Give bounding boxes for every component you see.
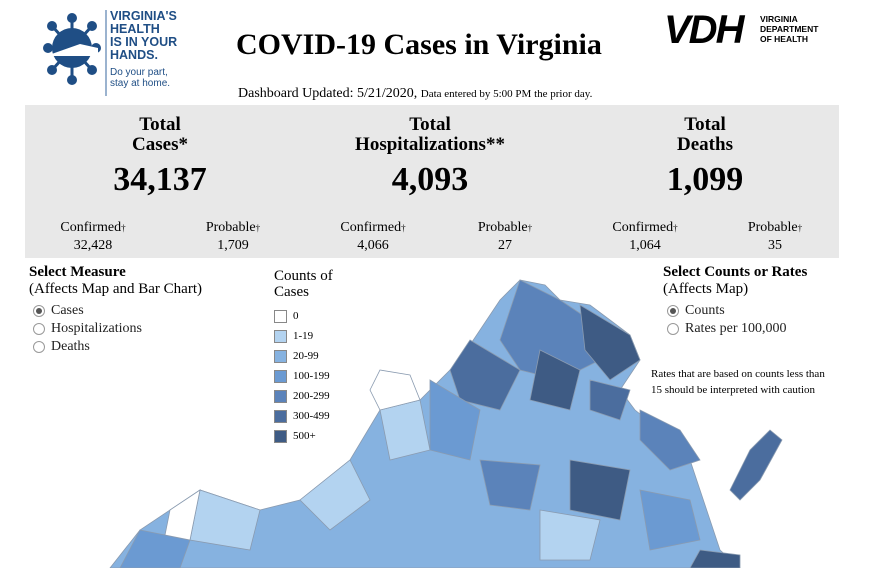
radio-icon[interactable] — [33, 305, 45, 317]
radio-deaths[interactable]: Deaths — [33, 338, 202, 356]
legend-label: 300-499 — [293, 410, 330, 422]
legend-label: 500+ — [293, 430, 316, 442]
select-counts-rates: Select Counts or Rates (Affects Map) Cou… — [663, 264, 808, 338]
legend-label: 100-199 — [293, 370, 330, 382]
legend-label: 1-19 — [293, 330, 314, 342]
logo-subtext: Do your part, stay at home. — [110, 67, 171, 89]
radio-icon[interactable] — [33, 341, 45, 353]
legend-swatch — [274, 409, 287, 423]
legend-swatch — [274, 329, 287, 343]
radio-counts[interactable]: Counts — [667, 302, 807, 320]
radio-hospitalizations[interactable]: Hospitalizations — [33, 320, 202, 338]
legend-item: 200-299 — [274, 386, 333, 406]
radio-icon[interactable] — [667, 305, 679, 317]
vdh-logo: VDH VIRGINIA DEPARTMENT OF HEALTH — [664, 8, 819, 52]
legend-swatch — [274, 349, 287, 363]
legend-item: 100-199 — [274, 366, 333, 386]
logo-text: VIRGINIA'S HEALTH IS IN YOUR HANDS. — [110, 9, 178, 62]
total-hospitalizations: Total Hospitalizations** 4,093 — [355, 114, 505, 199]
deaths-probable: Probable† 35 — [747, 220, 803, 253]
cases-confirmed: Confirmed† 32,428 — [60, 220, 126, 253]
radio-icon[interactable] — [667, 323, 679, 335]
legend-label: 20-99 — [293, 350, 319, 362]
radio-rates[interactable]: Rates per 100,000 — [667, 320, 807, 338]
caution-note: Rates that are based on counts less than… — [651, 368, 825, 396]
legend-item: 20-99 — [274, 346, 333, 366]
select-measure: Select Measure (Affects Map and Bar Char… — [29, 264, 202, 356]
dashboard-updated: Dashboard Updated: 5/21/2020, Data enter… — [238, 86, 593, 101]
page-title: COVID-19 Cases in Virginia — [236, 28, 602, 61]
total-cases: Total Cases* 34,137 — [113, 114, 207, 199]
cases-probable: Probable† 1,709 — [205, 220, 261, 253]
legend-swatch — [274, 309, 287, 323]
legend-item: 0 — [274, 306, 333, 326]
total-deaths: Total Deaths 1,099 — [666, 114, 744, 199]
virginia-health-logo: VIRGINIA'S HEALTH IS IN YOUR HANDS. Do your… — [40, 8, 190, 96]
legend-label: 0 — [293, 310, 299, 322]
radio-cases[interactable]: Cases — [33, 302, 202, 320]
radio-icon[interactable] — [33, 323, 45, 335]
virus-icon — [43, 13, 101, 85]
deaths-confirmed: Confirmed† 1,064 — [612, 220, 678, 253]
legend-swatch — [274, 369, 287, 383]
logo-divider — [105, 10, 107, 96]
legend-label: 200-299 — [293, 390, 330, 402]
legend-swatch — [274, 389, 287, 403]
map-legend: Counts of Cases 0 1-19 20-99 100-199 200-299 3… — [274, 268, 333, 446]
legend-item: 500+ — [274, 426, 333, 446]
legend-item: 300-499 — [274, 406, 333, 426]
stats-panel: Total Cases* 34,137 Total Hospitalizations*… — [25, 105, 839, 258]
hosp-confirmed: Confirmed† 4,066 — [340, 220, 406, 253]
legend-item: 1-19 — [274, 326, 333, 346]
hosp-probable: Probable† 27 — [477, 220, 533, 253]
virginia-county-map[interactable] — [0, 260, 880, 568]
legend-swatch — [274, 429, 287, 443]
